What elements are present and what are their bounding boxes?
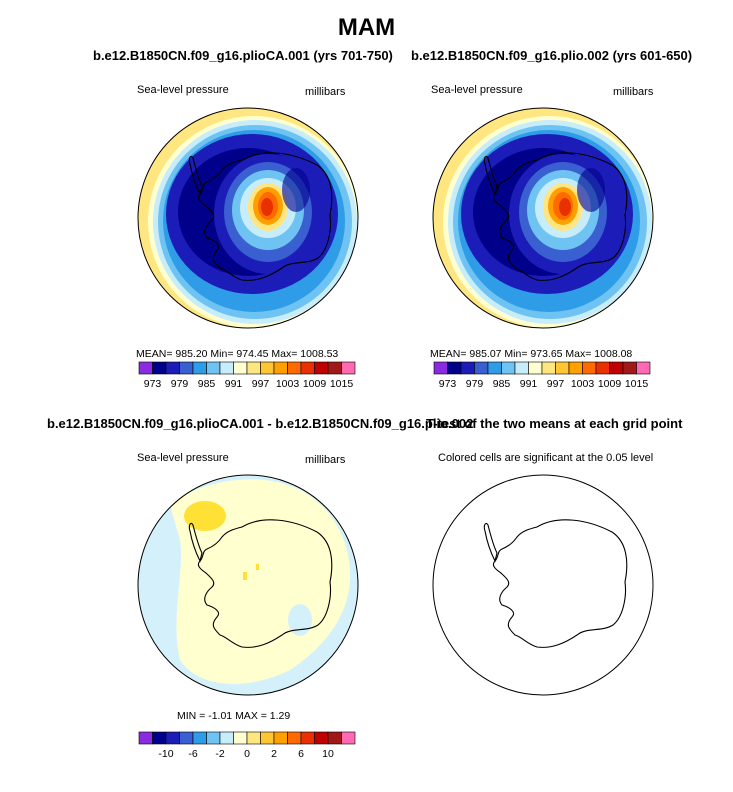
panel-a-colorbar-box bbox=[233, 361, 248, 375]
panel-b-colorbar-label: 991 bbox=[520, 378, 538, 390]
panel-c-colorbar-label: 6 bbox=[298, 748, 304, 760]
panel-b-colorbar-box bbox=[636, 361, 651, 375]
panel-d-map bbox=[432, 474, 654, 696]
panel-a-colorbar-label: 985 bbox=[198, 378, 216, 390]
panel-c-colorbar-box bbox=[206, 731, 221, 745]
panel-a-colorbar-box bbox=[273, 361, 288, 375]
panel-b-colorbar-box bbox=[622, 361, 637, 375]
panel-a-colorbar-box bbox=[246, 361, 261, 375]
panel-a-colorbar-label: 1015 bbox=[330, 378, 354, 390]
panel-a-variable-label: Sea-level pressure bbox=[137, 84, 229, 96]
panel-a-units-label: millibars bbox=[305, 86, 346, 98]
panel-a-colorbar-box bbox=[260, 361, 275, 375]
panel-d-note: Colored cells are significant at the 0.0… bbox=[438, 452, 654, 464]
panel-c-units-label: millibars bbox=[305, 454, 346, 466]
panel-a-colorbar-box bbox=[287, 361, 302, 375]
panel-c-colorbar-box bbox=[138, 731, 153, 745]
panel-a-colorbar-box bbox=[327, 361, 342, 375]
panel-a-colorbar-box bbox=[206, 361, 221, 375]
panel-c-colorbar-box bbox=[327, 731, 342, 745]
panel-a-colorbar-label: 1003 bbox=[276, 378, 300, 390]
panel-b-colorbar-box bbox=[609, 361, 624, 375]
panel-b-title: b.e12.B1850CN.f09_g16.plio.002 (yrs 601-… bbox=[411, 48, 693, 63]
panel-b-colorbar-box bbox=[568, 361, 583, 375]
panel-b-colorbar-label: 997 bbox=[547, 378, 565, 390]
panel-c-colorbar-label: -2 bbox=[215, 748, 224, 760]
panel-c-colorbar-box bbox=[246, 731, 261, 745]
panel-c-colorbar-box bbox=[314, 731, 329, 745]
panel-b-stats: MEAN= 985.07 Min= 973.65 Max= 1008.08 bbox=[430, 348, 633, 360]
panel-b-colorbar: 973 979 985 991 997 1003 1009 1015 bbox=[433, 361, 651, 390]
panel-c-colorbar-box bbox=[219, 731, 234, 745]
panel-c-colorbar-box bbox=[152, 731, 167, 745]
panel-c-colorbar: -10 -6 -2 0 2 6 10 bbox=[138, 731, 356, 760]
panel-c-stats: MIN = -1.01 MAX = 1.29 bbox=[177, 710, 291, 722]
panel-a-colorbar-label: 973 bbox=[144, 378, 162, 390]
panel-c-colorbar-label: 2 bbox=[271, 748, 277, 760]
panel-c-colorbar-box bbox=[273, 731, 288, 745]
panel-a-colorbar-box bbox=[219, 361, 234, 375]
panel-b-colorbar-label: 985 bbox=[493, 378, 511, 390]
panel-b-colorbar-label: 1015 bbox=[625, 378, 649, 390]
panel-c-colorbar-box bbox=[192, 731, 207, 745]
panel-b-colorbar-box bbox=[555, 361, 570, 375]
panel-c-colorbar-box bbox=[341, 731, 356, 745]
panel-b-colorbar-box bbox=[595, 361, 610, 375]
panel-a-colorbar-box bbox=[152, 361, 167, 375]
panel-b-colorbar-label: 979 bbox=[466, 378, 484, 390]
panel-b-colorbar-box bbox=[474, 361, 489, 375]
panel-b-colorbar-box bbox=[487, 361, 502, 375]
panel-c-map bbox=[137, 474, 359, 696]
panel-b-colorbar-box bbox=[501, 361, 516, 375]
panel-c-colorbar-label: 10 bbox=[322, 748, 334, 760]
panel-b-colorbar-box bbox=[514, 361, 529, 375]
panel-a-colorbar-box bbox=[165, 361, 180, 375]
panel-a-stats: MEAN= 985.20 Min= 974.45 Max= 1008.53 bbox=[136, 348, 339, 360]
panel-a-colorbar-box bbox=[314, 361, 329, 375]
panel-c-colorbar-label: -6 bbox=[188, 748, 197, 760]
panel-c-colorbar-label: -10 bbox=[158, 748, 173, 760]
panel-b-units-label: millibars bbox=[613, 86, 654, 98]
panel-b-map bbox=[432, 107, 654, 329]
panel-c-colorbar-box bbox=[260, 731, 275, 745]
panel-c-colorbar-box bbox=[287, 731, 302, 745]
panel-b-colorbar-label: 1009 bbox=[598, 378, 622, 390]
panel-b-colorbar-label: 973 bbox=[439, 378, 457, 390]
panel-b-colorbar-box bbox=[447, 361, 462, 375]
panel-c-colorbar-box bbox=[179, 731, 194, 745]
panel-a-colorbar-label: 991 bbox=[225, 378, 243, 390]
panel-b-colorbar-label: 1003 bbox=[571, 378, 595, 390]
panel-a-colorbar-label: 979 bbox=[171, 378, 189, 390]
panel-b-colorbar-box bbox=[528, 361, 543, 375]
panel-c-colorbar-label: 0 bbox=[244, 748, 250, 760]
panel-c-title: b.e12.B1850CN.f09_g16.plioCA.001 - b.e12… bbox=[47, 416, 474, 431]
panel-a-colorbar-box bbox=[179, 361, 194, 375]
panel-b-colorbar-box bbox=[541, 361, 556, 375]
panel-a-colorbar-box bbox=[341, 361, 356, 375]
panel-a-colorbar-label: 1009 bbox=[303, 378, 327, 390]
panel-a-colorbar-box bbox=[300, 361, 315, 375]
panel-c-colorbar-box bbox=[165, 731, 180, 745]
panel-c-colorbar-box bbox=[233, 731, 248, 745]
panel-b-variable-label: Sea-level pressure bbox=[431, 84, 523, 96]
panel-a-colorbar-label: 997 bbox=[252, 378, 270, 390]
panel-a-map bbox=[137, 107, 359, 329]
panel-b-colorbar-box bbox=[433, 361, 448, 375]
figure-title: MAM bbox=[337, 14, 396, 41]
panel-d-title: T-test of the two means at each grid poi… bbox=[426, 416, 683, 431]
panel-b-colorbar-box bbox=[582, 361, 597, 375]
panel-a-colorbar: 973 979 985 991 997 1003 1009 1015 bbox=[138, 361, 356, 390]
panel-c-colorbar-box bbox=[300, 731, 315, 745]
panel-a-title: b.e12.B1850CN.f09_g16.plioCA.001 (yrs 70… bbox=[93, 48, 393, 63]
panel-b-colorbar-box bbox=[460, 361, 475, 375]
panel-c-variable-label: Sea-level pressure bbox=[137, 452, 229, 464]
panel-a-colorbar-box bbox=[192, 361, 207, 375]
panel-a-colorbar-box bbox=[138, 361, 153, 375]
